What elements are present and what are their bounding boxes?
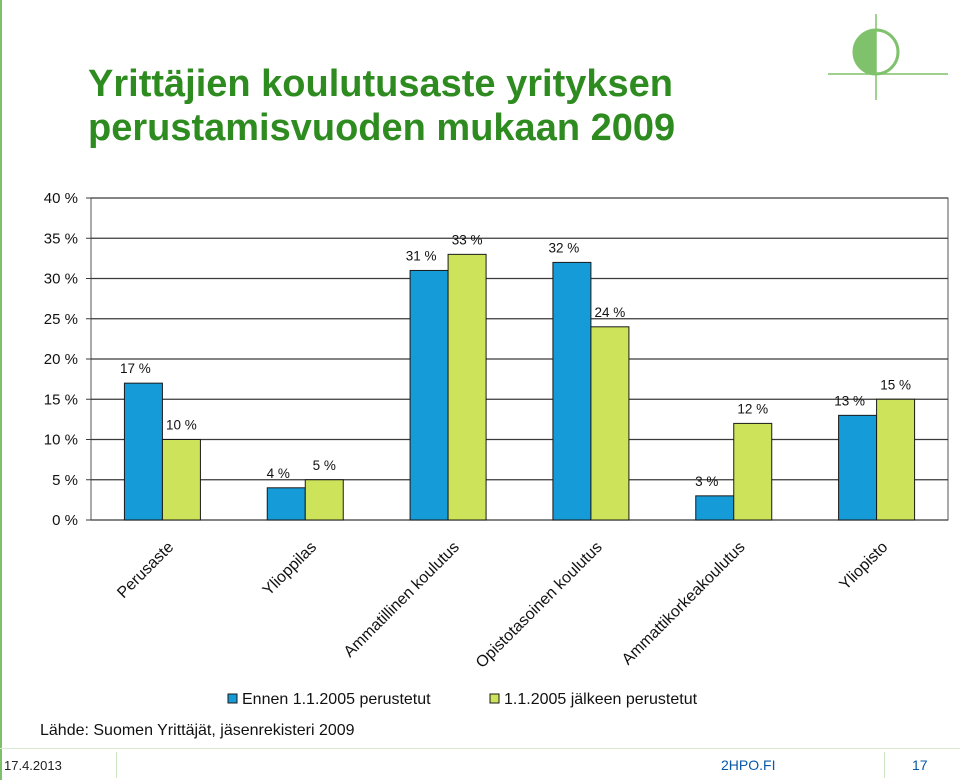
left-accent-rule — [0, 0, 2, 780]
bar — [409, 269, 449, 521]
data-label: 13 % — [834, 393, 865, 408]
x-tick-label: Ammattikorkeakoulutus — [619, 539, 749, 669]
source-note: Lähde: Suomen Yrittäjät, jäsenrekisteri … — [40, 722, 355, 739]
legend-swatch — [227, 693, 238, 704]
data-label: 5 % — [313, 458, 336, 473]
bar — [590, 326, 630, 521]
bar — [161, 439, 201, 521]
legend-label: Ennen 1.1.2005 perustetut — [242, 691, 431, 708]
x-tick-label: Ylioppilas — [260, 539, 320, 599]
data-label: 3 % — [695, 474, 718, 489]
x-tick-label: Opistotasoinen koulutus — [473, 539, 606, 672]
bar — [266, 487, 306, 521]
data-label: 12 % — [737, 401, 768, 416]
footer-divider — [0, 748, 960, 749]
legend-swatch — [489, 693, 500, 704]
legend-label: 1.1.2005 jälkeen perustetut — [504, 691, 698, 708]
x-tick-label: Yliopisto — [837, 539, 892, 594]
footer-separator — [884, 752, 885, 778]
y-tick-label: 10 % — [44, 432, 78, 449]
y-tick-label: 5 % — [52, 472, 78, 489]
data-label: 17 % — [120, 361, 151, 376]
page-number: 17 — [912, 757, 928, 773]
y-tick-label: 25 % — [44, 311, 78, 328]
bar — [876, 398, 916, 521]
bar — [447, 253, 487, 521]
footer-separator — [116, 752, 117, 778]
bar-chart: 0 % 5 % 10 % 15 % 20 % 25 % 30 % 35 % 40 % 17 % 10… — [44, 190, 949, 708]
y-tick-label: 20 % — [44, 351, 78, 368]
data-label: 4 % — [267, 466, 290, 481]
y-tick-label: 35 % — [44, 230, 78, 247]
data-label: 10 % — [166, 418, 197, 433]
bar — [123, 382, 163, 521]
data-label: 32 % — [549, 240, 580, 255]
footer-site: 2HPO.FI — [721, 757, 776, 773]
bar — [838, 414, 878, 521]
y-tick-label: 30 % — [44, 271, 78, 288]
x-tick-label: Perusaste — [114, 539, 177, 602]
data-label: 15 % — [880, 377, 911, 392]
y-tick-label: 0 % — [52, 512, 78, 529]
data-label: 24 % — [595, 305, 626, 320]
bar — [695, 495, 735, 521]
slide-title: Yrittäjien koulutusaste yrityksen perust… — [88, 63, 676, 149]
bar — [304, 479, 344, 521]
x-tick-label: Ammatillinen koulutus — [341, 539, 463, 661]
y-tick-label: 15 % — [44, 391, 78, 408]
bar — [733, 422, 773, 521]
logo-icon — [828, 14, 948, 100]
data-label: 33 % — [452, 232, 483, 247]
data-label: 31 % — [406, 248, 437, 263]
footer-date: 17.4.2013 — [4, 758, 62, 773]
bar — [552, 261, 592, 521]
y-tick-label: 40 % — [44, 190, 78, 207]
